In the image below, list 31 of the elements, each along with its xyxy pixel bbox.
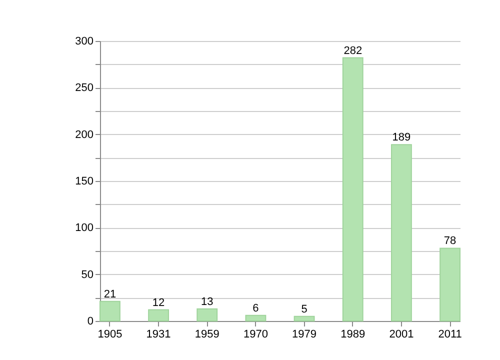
y-tick-label: 0	[87, 316, 94, 328]
bar	[391, 144, 412, 322]
x-tick-label: 1959	[194, 328, 220, 340]
data-label: 282	[344, 44, 362, 57]
x-tick-label: 2011	[438, 328, 462, 340]
bar	[196, 308, 218, 322]
y-tick-label: 250	[75, 82, 94, 94]
y-tick-label: 50	[81, 268, 94, 281]
bar	[100, 300, 120, 322]
data-label: 78	[444, 235, 456, 248]
y-tick-label: 150	[75, 176, 94, 188]
data-label: 6	[252, 302, 259, 314]
y-tick-label: 300	[75, 36, 94, 48]
x-tick-label: 2001	[389, 328, 414, 340]
data-label: 13	[201, 296, 214, 308]
data-label: 5	[301, 303, 308, 316]
bar	[245, 314, 266, 322]
bar	[294, 316, 315, 322]
data-label: 21	[104, 288, 116, 300]
y-tick-label: 100	[75, 222, 94, 234]
x-tick-label: 1905	[98, 328, 122, 340]
bar	[440, 248, 460, 322]
x-tick-label: 1979	[292, 328, 317, 340]
x-tick-label: 1989	[340, 328, 366, 340]
data-label: 189	[392, 132, 411, 144]
data-label: 12	[152, 296, 165, 309]
x-tick-label: 1970	[243, 328, 268, 340]
y-tick-label: 200	[75, 128, 94, 141]
x-tick-label: 1931	[146, 328, 171, 340]
bar	[342, 57, 364, 322]
bar	[148, 309, 169, 322]
